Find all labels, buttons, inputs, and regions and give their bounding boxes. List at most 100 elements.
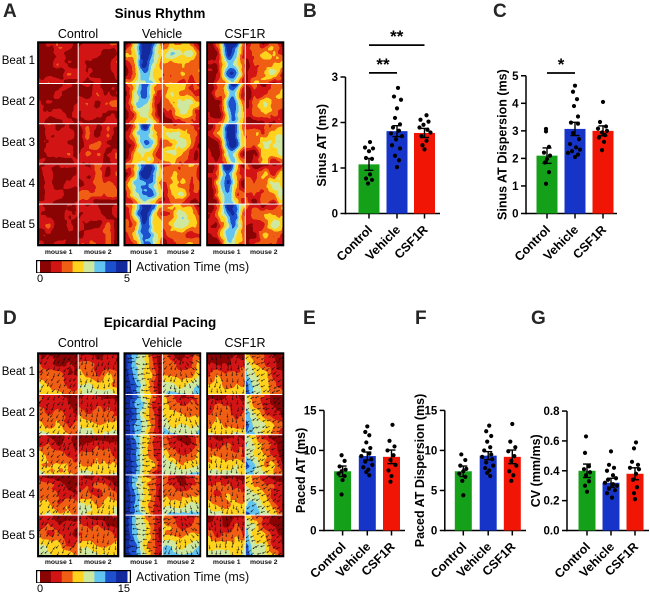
data-point (387, 438, 392, 443)
panel-d-header-vehicle: Vehicle (141, 336, 183, 350)
y-tick-label: 0.8 (544, 406, 561, 418)
y-axis-title: Paced AT Dispersion (ms) (413, 394, 427, 548)
data-point (388, 479, 393, 484)
data-point (613, 476, 619, 481)
data-point (396, 128, 402, 133)
mouse-label: mouse 1 (130, 559, 158, 566)
data-point (464, 466, 469, 471)
data-point (422, 147, 427, 152)
data-point (572, 83, 578, 88)
panel-d-title: Epicardial Pacing (103, 315, 217, 330)
data-point (583, 473, 589, 478)
bar-csf1r (626, 473, 644, 531)
data-point (586, 464, 592, 469)
data-point (576, 137, 582, 142)
panel-d-colorbar-max: 15 (117, 582, 130, 595)
mouse-label: mouse 2 (83, 559, 112, 566)
panel-a-row-beat5: Beat 5 (1, 219, 35, 231)
mouse-label: mouse 1 (130, 249, 158, 256)
data-point (336, 471, 341, 476)
data-point (385, 448, 390, 453)
data-point (364, 469, 369, 475)
data-point (390, 422, 395, 427)
data-point (386, 468, 391, 473)
mouse-label: mouse 2 (166, 249, 195, 256)
data-point (367, 172, 373, 177)
data-point (419, 134, 424, 139)
data-point (629, 459, 635, 464)
data-point (424, 138, 429, 143)
data-point (596, 135, 602, 140)
data-point (604, 491, 610, 496)
data-point (571, 103, 577, 109)
y-tick-label: 3 (332, 72, 338, 84)
data-point (362, 145, 368, 150)
data-point (463, 457, 468, 463)
data-point (512, 453, 517, 459)
data-point (606, 486, 612, 491)
panel-a-header-csf1r: CSF1R (224, 27, 266, 41)
bar-control (454, 471, 472, 531)
data-point (582, 483, 588, 488)
panel-d-row-beat4: Beat 4 (1, 489, 35, 501)
mouse-label: mouse 1 (44, 559, 73, 566)
data-point (611, 465, 617, 470)
panel-a-colorbar-max: 5 (123, 272, 130, 285)
bar-csf1r (383, 456, 400, 531)
mouse-label: mouse 1 (212, 249, 241, 256)
data-point (366, 149, 372, 154)
data-point (369, 177, 375, 182)
data-point (541, 150, 547, 155)
y-tick-label: 2 (332, 118, 338, 130)
data-point (367, 139, 373, 145)
y-tick-label: 1 (512, 181, 519, 193)
data-point (544, 156, 550, 162)
data-point (570, 130, 576, 136)
panel-d-heatmap (36, 351, 288, 561)
panel-d-row-beat5: Beat 5 (1, 530, 35, 542)
y-tick-label: 10 (304, 445, 317, 457)
data-point (457, 471, 462, 476)
y-axis-title: Sinus AT (ms) (315, 104, 329, 187)
data-point (395, 85, 401, 91)
data-point (363, 176, 369, 181)
y-tick-label: 0 (431, 526, 437, 538)
data-point (484, 429, 489, 434)
data-point (361, 465, 366, 470)
panel-d-row-beat1: Beat 1 (1, 366, 35, 378)
data-point (343, 467, 348, 472)
data-point (543, 129, 549, 134)
data-point (394, 164, 400, 170)
mouse-label: mouse 2 (83, 249, 112, 256)
y-tick-label: 1 (332, 163, 339, 175)
panel-d-header-control: Control (57, 336, 99, 350)
y-axis-title: Sinus AT Dispersion (ms) (496, 69, 510, 220)
data-point (570, 89, 576, 94)
y-axis-title: CV (mm/ms) (529, 434, 543, 507)
data-point (392, 444, 397, 449)
colorbar-gradient (36, 569, 131, 583)
significance-stars: ** (390, 27, 404, 46)
data-point (599, 148, 605, 153)
y-tick-label: 0 (310, 526, 316, 538)
bar-control (334, 471, 352, 531)
bar-vehicle (386, 131, 408, 214)
data-point (388, 457, 393, 463)
data-point (491, 463, 496, 468)
colorbar-gradient (36, 259, 131, 273)
data-point (509, 478, 514, 483)
data-point (577, 147, 583, 152)
y-tick-label: 2 (512, 153, 518, 165)
data-point (391, 453, 396, 458)
data-point (610, 482, 616, 487)
significance-stars: ** (376, 55, 390, 74)
data-point (425, 127, 430, 132)
data-point (367, 433, 372, 438)
data-point (597, 119, 603, 125)
data-point (602, 132, 608, 138)
data-point (606, 462, 612, 467)
data-point (575, 121, 581, 126)
data-point (369, 156, 375, 161)
panel-d-colorbar-min: 0 (37, 582, 44, 595)
data-point (367, 451, 372, 456)
